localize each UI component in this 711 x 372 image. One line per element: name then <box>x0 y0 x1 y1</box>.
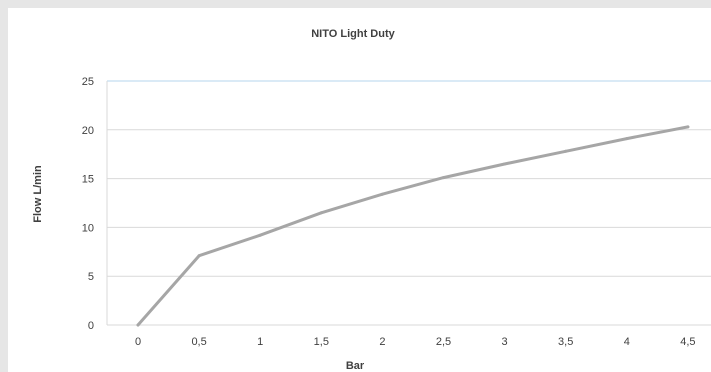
y-axis-title: Flow L/min <box>32 165 44 223</box>
x-tick-label: 0,5 <box>191 336 206 348</box>
data-point <box>197 254 201 258</box>
x-tick-label: 1,5 <box>314 336 329 348</box>
data-point <box>625 137 629 141</box>
x-tick-label: 3 <box>502 336 508 348</box>
x-tick-label: 0 <box>135 336 141 348</box>
data-point <box>258 233 262 237</box>
x-axis-ticks: 0 0,5 1 1,5 2 2,5 3 3,5 4 4,5 <box>135 336 696 348</box>
x-tick-label: 3,5 <box>558 336 573 348</box>
x-axis-title: Bar <box>346 360 365 372</box>
data-point <box>564 149 568 153</box>
data-point <box>686 125 690 129</box>
x-tick-label: 4,5 <box>680 336 695 348</box>
chart-area: NITO Light Duty 0 5 10 15 20 25 0 0,5 1 1,5 2 2,5 3… <box>8 8 711 372</box>
series-line <box>136 125 690 327</box>
y-tick-label: 5 <box>88 271 94 283</box>
y-tick-label: 10 <box>82 222 94 234</box>
y-tick-label: 20 <box>82 125 94 137</box>
y-tick-label: 25 <box>82 76 94 88</box>
x-tick-label: 4 <box>624 336 630 348</box>
y-axis-ticks: 0 5 10 15 20 25 <box>82 76 94 332</box>
chart-title: NITO Light Duty <box>311 28 395 40</box>
series-layer <box>136 125 690 327</box>
data-point <box>442 176 445 180</box>
line-chart: NITO Light Duty 0 5 10 15 20 25 0 0,5 1 1,5 2 2,5 3… <box>32 28 711 372</box>
data-point <box>380 192 384 196</box>
x-tick-label: 2,5 <box>436 336 451 348</box>
x-tick-label: 1 <box>257 336 263 348</box>
y-tick-label: 0 <box>88 320 94 332</box>
data-point <box>319 211 323 215</box>
data-point <box>503 162 507 166</box>
x-tick-label: 2 <box>379 336 385 348</box>
y-tick-label: 15 <box>82 174 94 186</box>
data-point <box>136 323 140 327</box>
gridlines <box>106 80 711 326</box>
